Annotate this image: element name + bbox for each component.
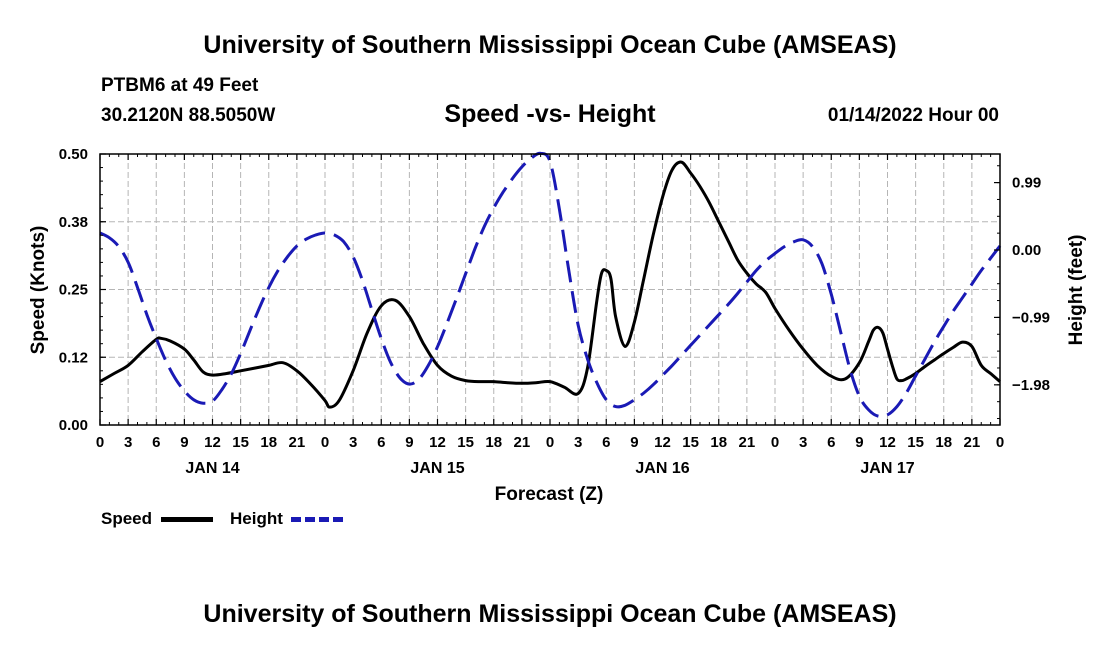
y-tick-label: 0.00	[59, 417, 88, 434]
x-tick-label: 0	[996, 434, 1004, 451]
x-tick-label: 12	[204, 434, 221, 451]
x-axis-label: Forecast (Z)	[495, 484, 604, 505]
station-name: PTBM6 at 49 Feet	[101, 75, 259, 96]
x-tick-label: 21	[964, 434, 981, 451]
speed-height-chart: 0 3 6 9 12 15 18 21 0 3 6 9 12 15 18 21 0 3 6 9 12 15 18 21 0 3 6 9…	[28, 146, 1087, 505]
x-tick-label: 12	[879, 434, 896, 451]
legend-height-swatch	[291, 517, 343, 522]
chart-grid	[100, 154, 1000, 425]
day-label: JAN 17	[860, 460, 914, 477]
y-axis-label: Speed (Knots)	[28, 226, 49, 355]
x-tick-label: 21	[289, 434, 306, 451]
y2-tick-labels: 0.99 0.00 −0.99 −1.98	[1012, 175, 1050, 394]
x-tick-label: 6	[827, 434, 835, 451]
y-tick-label: 0.38	[59, 214, 88, 231]
page-title: University of Southern Mississippi Ocean…	[203, 31, 897, 59]
x-tick-label: 18	[935, 434, 952, 451]
x-tick-label: 15	[457, 434, 474, 451]
forecast-datetime: 01/14/2022 Hour 00	[827, 105, 999, 126]
day-labels: JAN 14 JAN 15 JAN 16 JAN 17	[185, 460, 914, 477]
x-tick-label: 0	[321, 434, 329, 451]
plot-lines	[99, 151, 1002, 418]
x-tick-label: 9	[405, 434, 413, 451]
x-tick-label: 9	[180, 434, 188, 451]
x-tick-label: 15	[232, 434, 249, 451]
x-tick-label: 3	[574, 434, 582, 451]
height-series-line	[99, 151, 1002, 418]
x-tick-label: 6	[602, 434, 610, 451]
legend-speed-swatch	[161, 517, 213, 522]
y2-tick-label: 0.00	[1012, 242, 1041, 259]
y2-tick-label: −1.98	[1012, 377, 1050, 394]
x-tick-label: 18	[710, 434, 727, 451]
x-tick-label: 21	[739, 434, 756, 451]
y2-axis-label: Height (feet)	[1066, 235, 1087, 346]
x-tick-label: 18	[485, 434, 502, 451]
x-tick-label: 6	[377, 434, 385, 451]
x-tick-label: 15	[907, 434, 924, 451]
x-tick-label: 3	[799, 434, 807, 451]
x-tick-label: 12	[429, 434, 446, 451]
x-tick-label: 15	[682, 434, 699, 451]
legend-speed-label: Speed	[101, 509, 153, 528]
y-tick-labels: 0.00 0.12 0.25 0.38 0.50	[59, 146, 88, 434]
x-tick-label: 21	[514, 434, 531, 451]
x-tick-label: 3	[349, 434, 357, 451]
plot-title: Speed -vs- Height	[444, 100, 656, 128]
day-label: JAN 14	[185, 460, 239, 477]
y2-tick-label: −0.99	[1012, 309, 1050, 326]
speed-series-line	[99, 160, 1001, 409]
x-tick-label: 9	[630, 434, 638, 451]
x-tick-labels: 0 3 6 9 12 15 18 21 0 3 6 9 12 15 18 21 0 3 6 9 12 15 18 21 0 3 6 9…	[96, 434, 1004, 451]
day-label: JAN 15	[410, 460, 464, 477]
footer-title: University of Southern Mississippi Ocean…	[203, 600, 897, 628]
y2-tick-label: 0.99	[1012, 175, 1041, 192]
day-label: JAN 16	[635, 460, 689, 477]
x-tick-label: 0	[96, 434, 104, 451]
x-tick-label: 6	[152, 434, 160, 451]
x-tick-label: 0	[546, 434, 554, 451]
x-tick-label: 3	[124, 434, 132, 451]
y-tick-label: 0.25	[59, 282, 88, 299]
x-tick-label: 9	[855, 434, 863, 451]
y-tick-label: 0.12	[59, 349, 88, 366]
x-tick-label: 12	[654, 434, 671, 451]
x-tick-label: 18	[260, 434, 277, 451]
y-tick-label: 0.50	[59, 146, 88, 163]
axis-ticks	[99, 153, 1001, 426]
legend-height-label: Height	[230, 509, 283, 528]
x-tick-label: 0	[771, 434, 779, 451]
station-coords: 30.2120N 88.5050W	[101, 105, 276, 126]
